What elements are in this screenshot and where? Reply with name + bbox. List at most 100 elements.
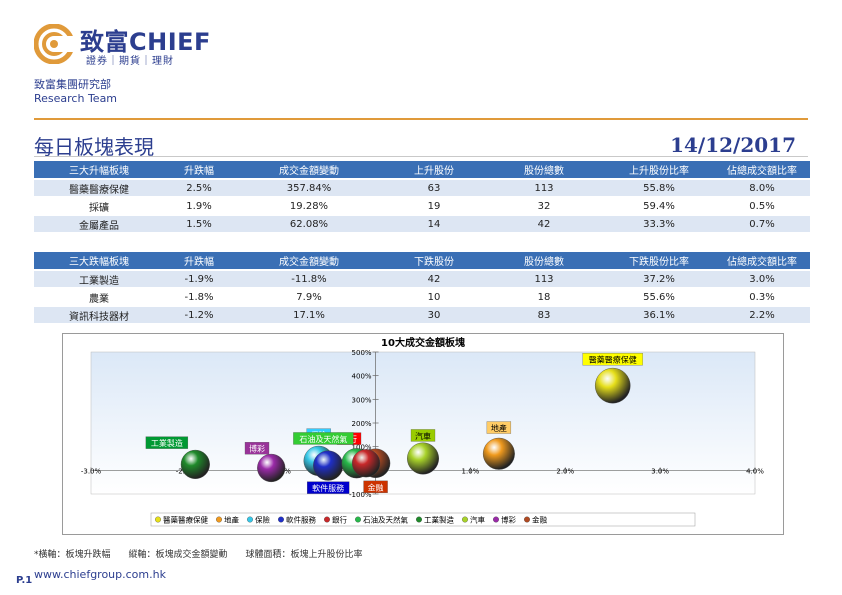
bubble-3: [313, 450, 344, 481]
table-cell: 59.4%: [604, 197, 714, 216]
column-header: 上升股份比率: [604, 161, 714, 180]
bubble-1: [482, 437, 515, 470]
table-cell: 37.2%: [604, 270, 714, 289]
table-header-row: 三大升幅板塊 升跌幅 成交金額變動 上升股份 股份總數 上升股份比率 佔總成交額…: [34, 161, 810, 180]
table-cell: -11.8%: [234, 270, 384, 289]
department: 致富集團研究部 Research Team: [34, 78, 117, 106]
table-cell: 113: [484, 179, 604, 198]
column-header: 佔總成交額比率: [714, 161, 810, 180]
table-cell: 0.7%: [714, 215, 810, 234]
table-cell: 42: [384, 270, 484, 289]
legend-entry: 保險: [255, 515, 270, 525]
table-header-row: 三大跌幅板塊 升跌幅 成交金額變動 下跌股份 股份總數 下跌股份比率 佔總成交額…: [34, 252, 810, 271]
data-label: 金融: [368, 482, 384, 492]
x-tick-label: 3.0%: [651, 467, 669, 475]
table-cell: -1.2%: [164, 306, 234, 325]
brand-tagline: 證券｜期貨｜理財: [86, 56, 174, 67]
bubble-8: [257, 453, 286, 483]
table-cell: 33.3%: [604, 215, 714, 234]
data-label-box: [363, 480, 388, 494]
column-header: 成交金額變動: [234, 252, 384, 271]
company-logo: 致富CHIEF 證券｜期貨｜理財: [34, 22, 234, 68]
table-cell: 2.2%: [714, 306, 810, 325]
legend-marker: [324, 516, 330, 523]
report-date: 14/12/2017: [670, 133, 796, 157]
table-row: 採礦 1.9% 19.28% 19 32 59.4% 0.5%: [34, 197, 810, 216]
table-row: 資訊科技器材 -1.2% 17.1% 30 83 36.1% 2.2%: [34, 306, 810, 325]
legend-marker: [155, 516, 161, 523]
legend-entry: 地產: [224, 515, 239, 525]
table-cell: 1.5%: [164, 215, 234, 234]
data-label-box: [244, 442, 270, 455]
table-cell: 42: [484, 215, 604, 234]
y-tick-label: 300%: [352, 396, 372, 404]
legend-entry: 金融: [532, 515, 547, 525]
table-cell: 7.9%: [234, 288, 384, 307]
legend-entry: 石油及天然氣: [363, 515, 408, 525]
data-label: 醫藥醫療保健: [589, 355, 637, 365]
table-cell: 工業製造: [34, 270, 164, 289]
table-cell: 10: [384, 288, 484, 307]
data-label: 軟件服務: [312, 483, 344, 493]
table-cell: 0.3%: [714, 288, 810, 307]
column-header: 下跌股份比率: [604, 252, 714, 271]
legend-entry: 博彩: [501, 515, 516, 525]
page-number: P.1: [16, 575, 33, 586]
page-title: 每日板塊表現: [34, 135, 154, 159]
data-label-box: [486, 421, 512, 434]
chart-footnote: *橫軸：板塊升跌幅 縱軸：板塊成交金額變動 球體面積：板塊上升股份比率: [34, 550, 363, 560]
table-row: 農業 -1.8% 7.9% 10 18 55.6% 0.3%: [34, 288, 810, 307]
legend-entry: 軟件服務: [286, 515, 316, 525]
y-tick-label: 100%: [352, 444, 372, 452]
bubble-0: [594, 367, 631, 404]
table-cell: 3.0%: [714, 270, 810, 289]
table-cell: 0.5%: [714, 197, 810, 216]
table-cell: 採礦: [34, 197, 164, 216]
y-tick-label: 500%: [352, 349, 372, 357]
title-underline: [34, 156, 808, 157]
data-label: 工業製造: [151, 438, 183, 448]
data-label: 博彩: [249, 444, 265, 454]
x-tick-label: -3.0%: [81, 467, 102, 475]
table-cell: 55.6%: [604, 288, 714, 307]
table-cell: 62.08%: [234, 215, 384, 234]
legend-entry: 醫藥醫療保健: [163, 515, 208, 525]
legend-entry: 汽車: [470, 515, 485, 525]
table-cell: 113: [484, 270, 604, 289]
column-header: 成交金額變動: [234, 161, 384, 180]
top-gainers-table: 三大升幅板塊 升跌幅 成交金額變動 上升股份 股份總數 上升股份比率 佔總成交額…: [34, 161, 810, 234]
top-losers-table: 三大跌幅板塊 升跌幅 成交金額變動 下跌股份 股份總數 下跌股份比率 佔總成交額…: [34, 252, 810, 325]
column-header: 三大跌幅板塊: [34, 252, 164, 271]
data-label-box: [306, 481, 350, 494]
table-row: 工業製造 -1.9% -11.8% 42 113 37.2% 3.0%: [34, 270, 810, 289]
x-tick-label: 4.0%: [746, 467, 764, 475]
table-row: 醫藥醫療保健 2.5% 357.84% 63 113 55.8% 8.0%: [34, 179, 810, 198]
table-cell: 63: [384, 179, 484, 198]
y-tick-label: 200%: [352, 420, 372, 428]
data-label-box: [410, 429, 436, 442]
table-cell: 醫藥醫療保健: [34, 179, 164, 198]
legend-marker: [278, 516, 284, 523]
table-row: 金屬產品 1.5% 62.08% 14 42 33.3% 0.7%: [34, 215, 810, 234]
data-label: 石油及天然氣: [299, 434, 347, 444]
bubble-7: [407, 442, 439, 475]
table-cell: 32: [484, 197, 604, 216]
legend-box: [150, 512, 696, 527]
table-cell: 8.0%: [714, 179, 810, 198]
bubble-4: [351, 449, 381, 478]
table-cell: 1.9%: [164, 197, 234, 216]
data-label: 汽車: [415, 431, 431, 441]
table-cell: 36.1%: [604, 306, 714, 325]
table-cell: 30: [384, 306, 484, 325]
table-cell: 17.1%: [234, 306, 384, 325]
data-label-box: [145, 436, 189, 449]
data-label: 地產: [491, 423, 507, 433]
legend-marker: [524, 516, 530, 523]
table-cell: 83: [484, 306, 604, 325]
column-header: 下跌股份: [384, 252, 484, 271]
legend-marker: [247, 516, 253, 523]
table-cell: 357.84%: [234, 179, 384, 198]
table-cell: 19.28%: [234, 197, 384, 216]
bubble-chart-svg: 10大成交金額板塊-100%0%100%200%300%400%500%-3.0…: [81, 336, 764, 527]
website-url[interactable]: www.chiefgroup.com.hk: [34, 568, 166, 581]
